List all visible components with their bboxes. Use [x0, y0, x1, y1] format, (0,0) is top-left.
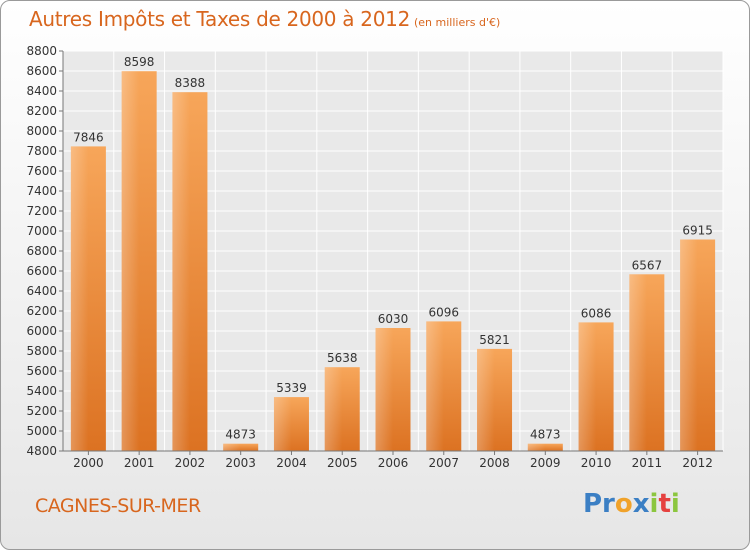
- bar-highlight: [324, 367, 343, 451]
- x-tick-label: 2005: [327, 456, 358, 470]
- bar-highlight: [426, 321, 444, 451]
- bar-highlight: [172, 92, 190, 451]
- y-tick-label: 5600: [26, 364, 57, 378]
- y-tick-label: 5800: [26, 344, 57, 358]
- bar-highlight: [70, 146, 89, 451]
- bar-highlight: [223, 443, 241, 451]
- logo-letter: t: [658, 489, 671, 519]
- chart-subtitle: (en milliers d'€): [414, 16, 501, 29]
- x-tick-label: 2009: [530, 456, 561, 470]
- bar-highlight: [477, 348, 495, 451]
- y-tick-label: 8400: [26, 84, 57, 98]
- x-tick-label: 2012: [682, 456, 713, 470]
- y-tick-label: 8000: [26, 124, 57, 138]
- bar-highlight: [629, 274, 647, 451]
- x-tick-label: 2003: [225, 456, 256, 470]
- y-tick-label: 7400: [26, 184, 57, 198]
- commune-name: CAGNES-SUR-MER: [35, 495, 201, 517]
- bar-highlight: [680, 239, 698, 451]
- data-label: 4873: [530, 428, 561, 442]
- logo-letter: Pr: [583, 489, 615, 519]
- bar: [223, 443, 259, 451]
- bar-highlight: [527, 443, 546, 451]
- y-tick-label: 6400: [26, 284, 57, 298]
- x-tick-label: 2002: [175, 456, 206, 470]
- y-tick-label: 4800: [26, 444, 57, 458]
- y-tick-label: 8200: [26, 104, 57, 118]
- y-tick-label: 7200: [26, 204, 57, 218]
- chart-title-text: Autres Impôts et Taxes de 2000 à 2012: [29, 7, 410, 31]
- data-label: 6915: [682, 224, 713, 238]
- y-tick-label: 6200: [26, 304, 57, 318]
- data-label: 6096: [428, 305, 459, 319]
- y-tick-label: 7600: [26, 164, 57, 178]
- data-label: 8388: [175, 76, 206, 90]
- data-label: 7846: [73, 130, 104, 144]
- logo-letter: i: [670, 489, 680, 519]
- data-label: 5638: [327, 351, 358, 365]
- x-tick-label: 2001: [124, 456, 155, 470]
- y-tick-label: 7000: [26, 224, 57, 238]
- x-tick-label: 2006: [378, 456, 409, 470]
- y-tick-label: 6800: [26, 244, 57, 258]
- bar-highlight: [273, 397, 292, 451]
- x-tick-label: 2010: [581, 456, 612, 470]
- logo-letter: o: [614, 489, 633, 519]
- x-tick-label: 2000: [73, 456, 104, 470]
- bar-highlight: [578, 322, 597, 451]
- bar-highlight: [121, 71, 140, 451]
- data-label: 6030: [378, 312, 409, 326]
- logo-letter: x: [632, 489, 650, 519]
- y-tick-label: 6600: [26, 264, 57, 278]
- chart-title: Autres Impôts et Taxes de 2000 à 2012 (en…: [29, 7, 500, 31]
- data-label: 6567: [632, 258, 663, 272]
- proxiti-logo: Proxiti: [583, 489, 680, 519]
- y-tick-label: 5000: [26, 424, 57, 438]
- bar-highlight: [375, 328, 393, 451]
- data-label: 5821: [479, 333, 510, 347]
- y-tick-label: 7800: [26, 144, 57, 158]
- y-tick-label: 5200: [26, 404, 57, 418]
- data-label: 5339: [276, 381, 307, 395]
- y-tick-label: 5400: [26, 384, 57, 398]
- x-tick-label: 2004: [276, 456, 307, 470]
- x-tick-label: 2008: [479, 456, 510, 470]
- data-label: 6086: [581, 306, 612, 320]
- y-tick-label: 8600: [26, 64, 57, 78]
- data-label: 4873: [225, 428, 256, 442]
- x-tick-label: 2011: [632, 456, 663, 470]
- y-tick-label: 6000: [26, 324, 57, 338]
- logo-letter: i: [649, 489, 659, 519]
- y-tick-label: 8800: [26, 44, 57, 58]
- data-label: 8598: [124, 55, 155, 69]
- x-tick-label: 2007: [428, 456, 459, 470]
